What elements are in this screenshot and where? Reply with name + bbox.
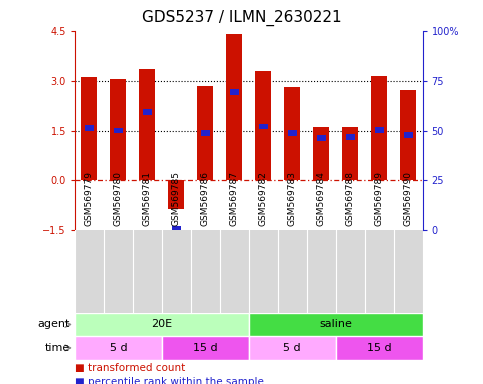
Bar bbox=[75, 336, 162, 360]
Bar bbox=[110, 79, 127, 180]
Text: 15 d: 15 d bbox=[193, 343, 217, 353]
Bar bbox=[162, 336, 249, 360]
Text: agent: agent bbox=[38, 319, 70, 329]
Bar bbox=[371, 76, 387, 180]
Text: ■ transformed count: ■ transformed count bbox=[75, 363, 185, 373]
Bar bbox=[313, 127, 329, 180]
Bar bbox=[226, 34, 242, 180]
Bar bbox=[201, 131, 210, 136]
Bar bbox=[114, 128, 123, 133]
Bar bbox=[198, 86, 213, 180]
Text: ■ percentile rank within the sample: ■ percentile rank within the sample bbox=[75, 377, 264, 384]
Text: GDS5237 / ILMN_2630221: GDS5237 / ILMN_2630221 bbox=[142, 10, 341, 26]
Bar bbox=[85, 125, 94, 131]
Bar bbox=[169, 180, 185, 209]
Bar bbox=[230, 89, 239, 95]
Bar bbox=[404, 132, 412, 138]
Bar bbox=[81, 77, 98, 180]
Bar bbox=[140, 69, 156, 180]
Bar bbox=[400, 89, 416, 180]
Text: 20E: 20E bbox=[151, 319, 172, 329]
Bar bbox=[342, 127, 358, 180]
Text: 15 d: 15 d bbox=[367, 343, 391, 353]
Bar bbox=[259, 124, 268, 129]
Bar bbox=[256, 71, 271, 180]
Bar bbox=[249, 313, 423, 336]
Bar bbox=[75, 313, 249, 336]
Text: time: time bbox=[45, 343, 70, 353]
Bar bbox=[375, 127, 384, 133]
Text: saline: saline bbox=[319, 319, 352, 329]
Bar bbox=[143, 109, 152, 115]
Bar bbox=[346, 134, 355, 140]
Text: 5 d: 5 d bbox=[110, 343, 127, 353]
Bar bbox=[172, 226, 181, 232]
Bar bbox=[336, 336, 423, 360]
Bar bbox=[317, 135, 326, 141]
Bar bbox=[284, 87, 300, 180]
Text: 5 d: 5 d bbox=[284, 343, 301, 353]
Bar bbox=[249, 336, 336, 360]
Bar bbox=[288, 131, 297, 136]
